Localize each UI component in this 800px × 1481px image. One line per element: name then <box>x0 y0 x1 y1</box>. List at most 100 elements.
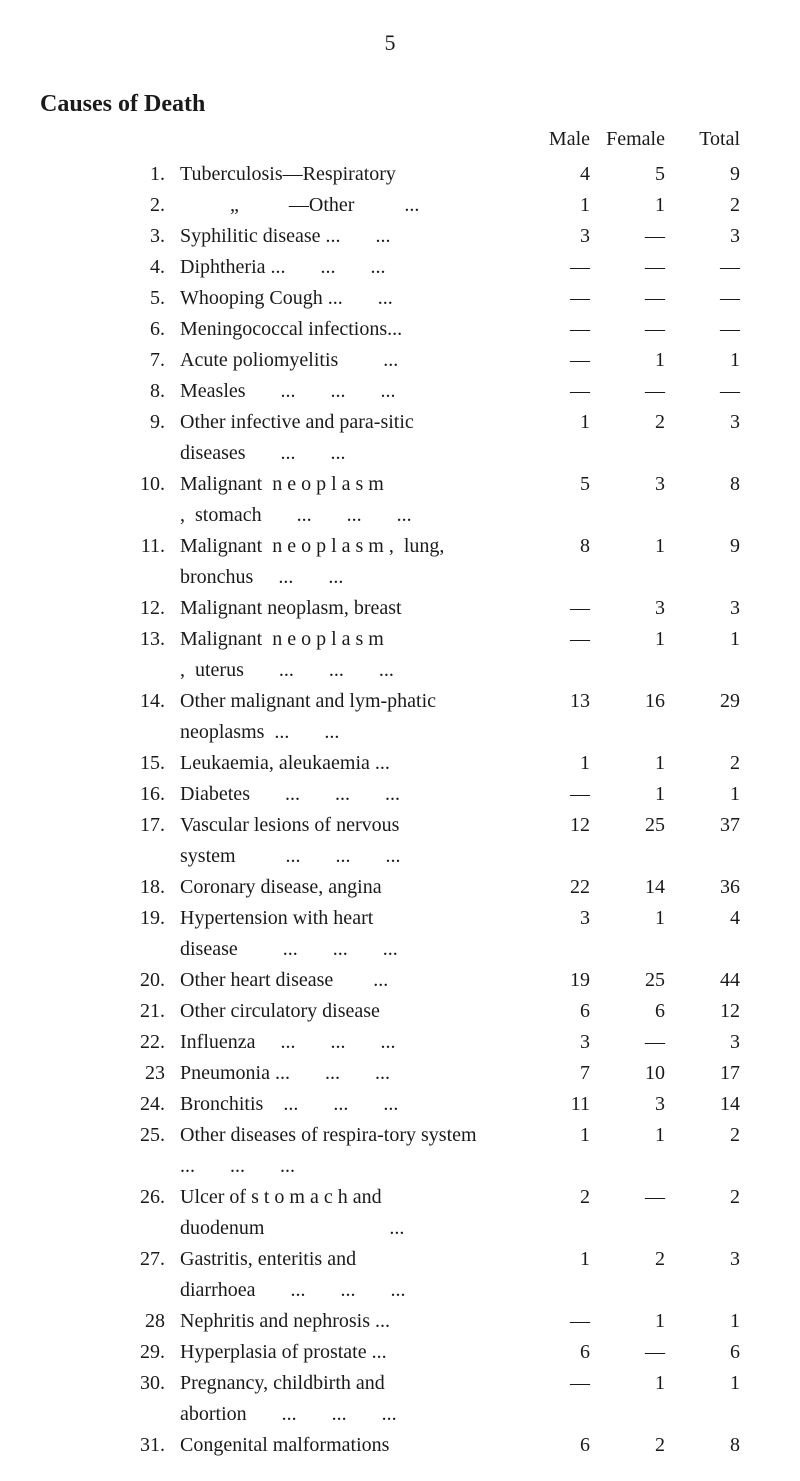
total-count: 3 <box>665 407 740 438</box>
male-count: 12 <box>515 810 590 841</box>
section-title: Causes of Death <box>40 91 740 118</box>
total-count: 2 <box>665 1120 740 1151</box>
male-count: 22 <box>515 872 590 903</box>
total-count: 1 <box>665 1368 740 1399</box>
row-number: 29. <box>40 1337 180 1368</box>
value-columns: 3—3 <box>515 221 740 252</box>
female-count: 5 <box>590 159 665 190</box>
page-number: 5 <box>40 30 740 56</box>
female-count: 1 <box>590 531 665 562</box>
total-count: 2 <box>665 190 740 221</box>
table-row: 7.Acute poliomyelitis ...—11 <box>40 345 740 376</box>
female-count: — <box>590 252 665 283</box>
male-count: 1 <box>515 748 590 779</box>
male-count: 6 <box>515 1337 590 1368</box>
value-columns: ——— <box>515 283 740 314</box>
female-count: 3 <box>590 1089 665 1120</box>
cause-of-death: Malignant n e o p l a s m , lung, bronch… <box>180 531 515 593</box>
table-row: 10.Malignant n e o p l a s m , stomach .… <box>40 469 740 531</box>
cause-of-death: Other infective and para-sitic diseases … <box>180 407 515 469</box>
female-count: 1 <box>590 190 665 221</box>
row-number: 18. <box>40 872 180 903</box>
female-count: 1 <box>590 748 665 779</box>
total-count: 2 <box>665 1182 740 1213</box>
female-count: 14 <box>590 872 665 903</box>
total-count: 9 <box>665 159 740 190</box>
female-count: 3 <box>590 593 665 624</box>
male-count: — <box>515 779 590 810</box>
male-count: 19 <box>515 965 590 996</box>
total-count: 37 <box>665 810 740 841</box>
male-count: 6 <box>515 996 590 1027</box>
table-header-row: Male Female Total <box>40 128 740 151</box>
female-count: 6 <box>590 996 665 1027</box>
cause-of-death: Malignant n e o p l a s m , stomach ... … <box>180 469 515 531</box>
table-row: 22.Influenza ... ... ...3—3 <box>40 1027 740 1058</box>
male-count: — <box>515 593 590 624</box>
row-number: 8. <box>40 376 180 407</box>
cause-of-death: Hypertension with heart disease ... ... … <box>180 903 515 965</box>
row-number: 13. <box>40 624 180 655</box>
total-count: 8 <box>665 469 740 500</box>
header-male: Male <box>515 128 590 151</box>
cause-of-death: Influenza ... ... ... <box>180 1027 515 1058</box>
cause-of-death: Hyperplasia of prostate ... <box>180 1337 515 1368</box>
female-count: 1 <box>590 1120 665 1151</box>
value-columns: 71017 <box>515 1058 740 1089</box>
total-count: — <box>665 283 740 314</box>
row-number: 15. <box>40 748 180 779</box>
female-count: 2 <box>590 407 665 438</box>
row-number: 1. <box>40 159 180 190</box>
table-row: 24.Bronchitis ... ... ...11314 <box>40 1089 740 1120</box>
male-count: — <box>515 624 590 655</box>
table-row: 6.Meningococcal infections...——— <box>40 314 740 345</box>
cause-of-death: Congenital malformations <box>180 1430 515 1461</box>
male-count: 13 <box>515 686 590 717</box>
value-columns: 2—2 <box>515 1182 740 1213</box>
female-count: 10 <box>590 1058 665 1089</box>
row-number: 22. <box>40 1027 180 1058</box>
value-columns: 628 <box>515 1430 740 1461</box>
table-row: 16.Diabetes ... ... ...—11 <box>40 779 740 810</box>
total-count: 6 <box>665 1337 740 1368</box>
value-columns: 6612 <box>515 996 740 1027</box>
cause-of-death: Gastritis, enteritis and diarrhoea ... .… <box>180 1244 515 1306</box>
table-row: 3.Syphilitic disease ... ...3—3 <box>40 221 740 252</box>
row-number: 24. <box>40 1089 180 1120</box>
value-columns: —11 <box>515 624 740 655</box>
table-row: 8.Measles ... ... ...——— <box>40 376 740 407</box>
female-count: 1 <box>590 1306 665 1337</box>
cause-of-death: Coronary disease, angina <box>180 872 515 903</box>
female-count: 1 <box>590 779 665 810</box>
value-columns: 6—6 <box>515 1337 740 1368</box>
cause-of-death: Meningococcal infections... <box>180 314 515 345</box>
male-count: — <box>515 283 590 314</box>
table-row: 13.Malignant n e o p l a s m , uterus ..… <box>40 624 740 686</box>
value-columns: 112 <box>515 1120 740 1151</box>
male-count: — <box>515 345 590 376</box>
cause-of-death: Pneumonia ... ... ... <box>180 1058 515 1089</box>
value-columns: —11 <box>515 1306 740 1337</box>
female-count: 2 <box>590 1430 665 1461</box>
value-columns: 192544 <box>515 965 740 996</box>
female-count: 2 <box>590 1244 665 1275</box>
table-row: 19.Hypertension with heart disease ... .… <box>40 903 740 965</box>
total-count: — <box>665 252 740 283</box>
row-number: 16. <box>40 779 180 810</box>
value-columns: 221436 <box>515 872 740 903</box>
table-row: 15.Leukaemia, aleukaemia ...112 <box>40 748 740 779</box>
male-count: 6 <box>515 1430 590 1461</box>
male-count: 1 <box>515 407 590 438</box>
total-count: 2 <box>665 748 740 779</box>
total-count: — <box>665 314 740 345</box>
row-number: 6. <box>40 314 180 345</box>
value-columns: 459 <box>515 159 740 190</box>
female-count: — <box>590 283 665 314</box>
table-row: 28Nephritis and nephrosis ...—11 <box>40 1306 740 1337</box>
row-number: 10. <box>40 469 180 500</box>
value-columns: —11 <box>515 345 740 376</box>
male-count: 1 <box>515 1120 590 1151</box>
male-count: 8 <box>515 531 590 562</box>
value-columns: 3—3 <box>515 1027 740 1058</box>
total-count: 12 <box>665 996 740 1027</box>
